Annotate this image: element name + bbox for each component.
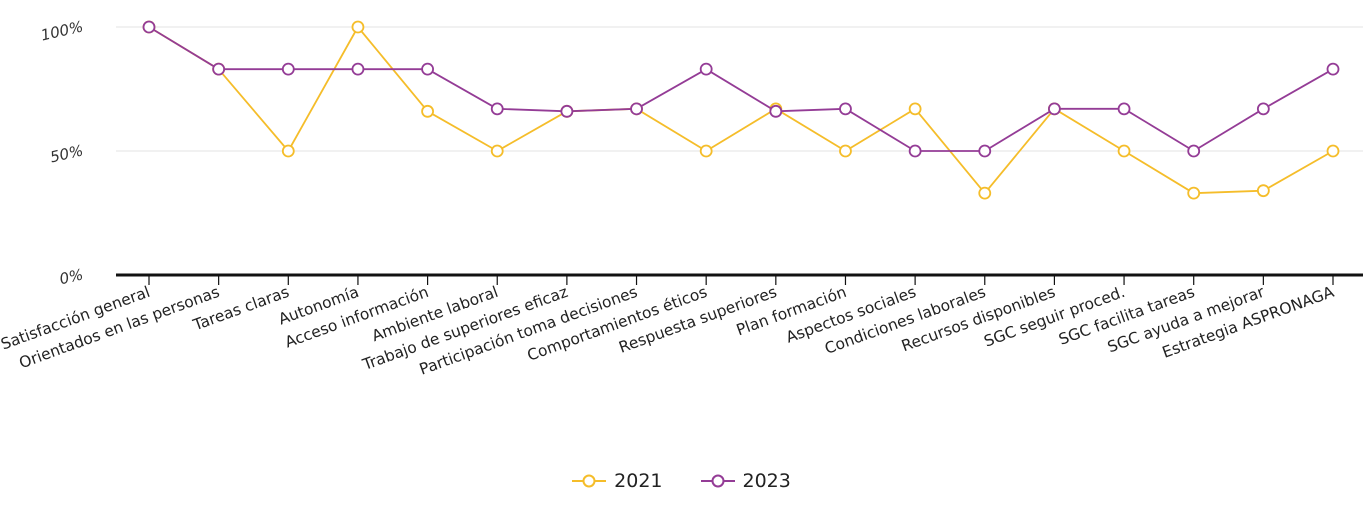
data-point-2023[interactable] <box>839 102 852 116</box>
gridlines <box>116 26 1363 152</box>
y-axis: 0% 50% 100% <box>39 17 85 288</box>
legend-line-marker-icon <box>700 474 735 488</box>
legend-label-2023: 2023 <box>742 470 791 492</box>
data-point-2023[interactable] <box>1256 102 1270 116</box>
legend-item-2021[interactable]: 2021 <box>572 470 663 492</box>
data-point-2023[interactable] <box>908 144 922 158</box>
data-point-2021[interactable] <box>1256 184 1270 198</box>
data-point-2021[interactable] <box>351 20 365 34</box>
data-point-2023[interactable] <box>560 104 574 118</box>
data-point-2023[interactable] <box>421 62 434 76</box>
data-point-2023[interactable] <box>351 62 365 76</box>
data-point-2021[interactable] <box>421 104 434 118</box>
data-point-2023[interactable] <box>630 102 643 116</box>
series-2023 <box>142 20 1340 158</box>
y-tick-label: 50% <box>48 141 85 166</box>
data-point-2023[interactable] <box>490 102 504 116</box>
data-point-2021[interactable] <box>699 144 713 158</box>
data-point-2023[interactable] <box>1187 144 1201 158</box>
data-point-2023[interactable] <box>978 144 992 158</box>
legend-swatch-circle-2021 <box>582 474 596 488</box>
data-point-2023[interactable] <box>281 62 295 76</box>
data-point-2021[interactable] <box>839 144 852 158</box>
data-point-2021[interactable] <box>978 186 992 200</box>
data-point-2023[interactable] <box>699 62 713 76</box>
chart-legend: 2021 2023 <box>0 470 1363 492</box>
data-point-2023[interactable] <box>1326 62 1340 76</box>
data-point-2023[interactable] <box>769 104 783 118</box>
data-point-2023[interactable] <box>1048 102 1061 116</box>
data-point-2023[interactable] <box>1117 102 1131 116</box>
data-point-2021[interactable] <box>1187 186 1201 200</box>
series-2021 <box>142 20 1340 200</box>
y-tick-label: 0% <box>58 265 85 288</box>
data-point-2023[interactable] <box>212 62 226 76</box>
series-line-2023 <box>148 26 1334 152</box>
data-point-2021[interactable] <box>281 144 295 158</box>
data-point-2021[interactable] <box>908 102 922 116</box>
legend-item-2023[interactable]: 2023 <box>700 470 791 492</box>
data-point-2021[interactable] <box>490 144 504 158</box>
legend-line-marker-icon <box>572 474 607 488</box>
legend-label-2021: 2021 <box>614 470 663 492</box>
data-point-2023[interactable] <box>142 20 156 34</box>
data-point-2021[interactable] <box>1117 144 1131 158</box>
data-point-2021[interactable] <box>1326 144 1340 158</box>
series-line-2021 <box>148 26 1334 195</box>
data-series <box>142 20 1340 200</box>
legend-swatch-circle-2023 <box>711 474 724 488</box>
y-tick-label: 100% <box>39 17 85 44</box>
